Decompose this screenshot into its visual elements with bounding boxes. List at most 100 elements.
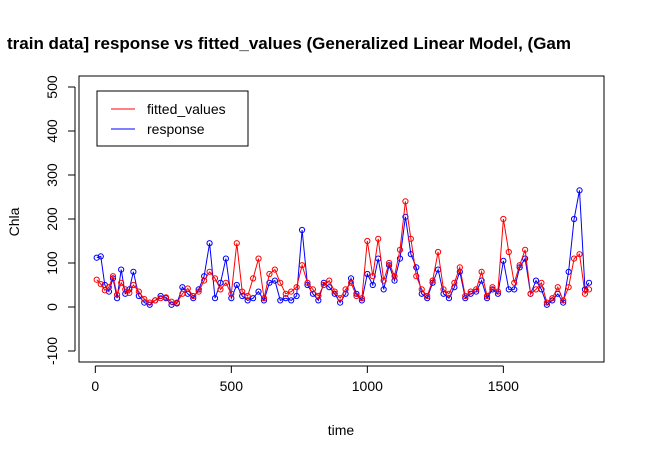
data-point-fitted-values [101,287,108,294]
data-point-response [511,286,518,293]
data-point-fitted-values [162,294,170,301]
data-point-fitted-values [402,198,409,205]
data-point-fitted-values [358,295,366,302]
data-point-response [93,254,100,261]
data-point-response [122,290,129,297]
data-point-fitted-values [195,288,202,295]
data-point-fitted-values [184,285,191,292]
series-line-response [96,190,590,306]
legend: fitted_values response [96,90,249,147]
data-point-fitted-values [122,286,129,293]
data-point-fitted-values [407,235,414,242]
series-line-fitted-values [96,201,590,304]
data-point-fitted-values [576,251,583,258]
data-point-response [337,299,344,306]
data-point-response [315,297,322,304]
data-point-fitted-values [434,248,442,256]
data-point-fitted-values [505,248,512,256]
data-point-fitted-values [585,286,593,293]
y-tick-label: -100 [44,337,60,365]
data-point-fitted-values [494,288,502,295]
data-point-fitted-values [190,292,197,300]
data-point-fitted-values [527,290,534,297]
data-point-fitted-values [288,288,295,295]
data-point-fitted-values [118,279,125,286]
data-point-response [391,277,398,284]
data-point-response [130,268,137,275]
data-point-fitted-values [271,266,278,273]
y-axis-label: Chla [6,207,22,236]
data-point-fitted-values [260,295,268,302]
x-tick-label: 1500 [488,378,519,394]
y-tick-label: 300 [44,163,60,187]
data-point-response [211,295,219,302]
data-point-fitted-values [342,286,349,293]
data-point-fitted-values [500,215,507,223]
data-point-response [255,288,262,295]
data-point-response [298,226,306,234]
data-point-fitted-values [473,286,480,293]
data-point-fitted-values [440,286,447,293]
data-point-fitted-values [206,268,213,275]
data-point-fitted-values [146,299,153,306]
data-point-fitted-values [380,277,387,284]
data-point-response [500,257,507,264]
series-layer [93,187,593,308]
y-tick-label: 500 [44,75,60,99]
data-point-fitted-values [532,286,540,293]
data-point-response [206,240,213,247]
data-point-fitted-values [478,268,485,275]
data-point-fitted-values [173,299,181,306]
data-point-response [282,295,289,302]
data-point-fitted-values [581,290,589,297]
y-tick-label: 400 [44,119,60,143]
data-point-response [347,275,355,282]
data-point-fitted-values [353,292,360,300]
data-point-fitted-values [364,237,371,245]
data-point-response [576,187,583,194]
data-point-fitted-values [293,284,300,291]
data-point-response [380,286,387,293]
chart-title: train data] response vs fitted_values (G… [7,34,571,53]
data-point-fitted-values [298,262,306,269]
data-point-fitted-values [391,273,398,280]
data-point-fitted-values [347,279,355,286]
data-point-fitted-values [141,295,148,303]
data-point-fitted-values [413,273,420,280]
data-point-fitted-values [489,284,496,291]
data-point-fitted-values [337,295,344,302]
data-point-fitted-values [152,297,159,304]
data-point-response [179,284,186,291]
data-point-fitted-values [228,290,235,297]
data-point-fitted-values [429,277,436,284]
data-point-fitted-values [97,281,104,288]
data-point-response [369,281,376,289]
data-point-fitted-values [222,279,229,286]
data-point-fitted-values [549,295,556,302]
data-point-response [413,264,420,271]
data-point-response [118,266,125,273]
data-point-response [228,295,235,302]
data-point-fitted-values [93,276,100,283]
data-point-fitted-values [522,246,529,253]
y-axis: -100 0 100 200 300 400 500 [44,75,76,365]
data-point-fitted-values [304,279,311,286]
data-point-fitted-values [331,288,338,295]
data-point-fitted-values [105,284,113,291]
data-point-fitted-values [217,286,224,293]
data-point-fitted-values [456,264,463,271]
data-point-fitted-values [396,246,404,253]
data-point-fitted-values [320,281,327,289]
data-point-response [97,253,104,260]
data-point-response [396,255,404,262]
data-point-response [288,297,295,304]
data-point-fitted-values [538,279,545,286]
data-point-fitted-values [516,262,523,269]
data-point-response [233,281,240,289]
plot-area-frame [78,75,605,363]
data-point-fitted-values [511,279,518,286]
legend-label-fitted-values: fitted_values [147,101,226,117]
y-tick-label: 0 [44,303,60,311]
data-point-fitted-values [467,288,474,295]
data-point-fitted-values [109,273,117,280]
